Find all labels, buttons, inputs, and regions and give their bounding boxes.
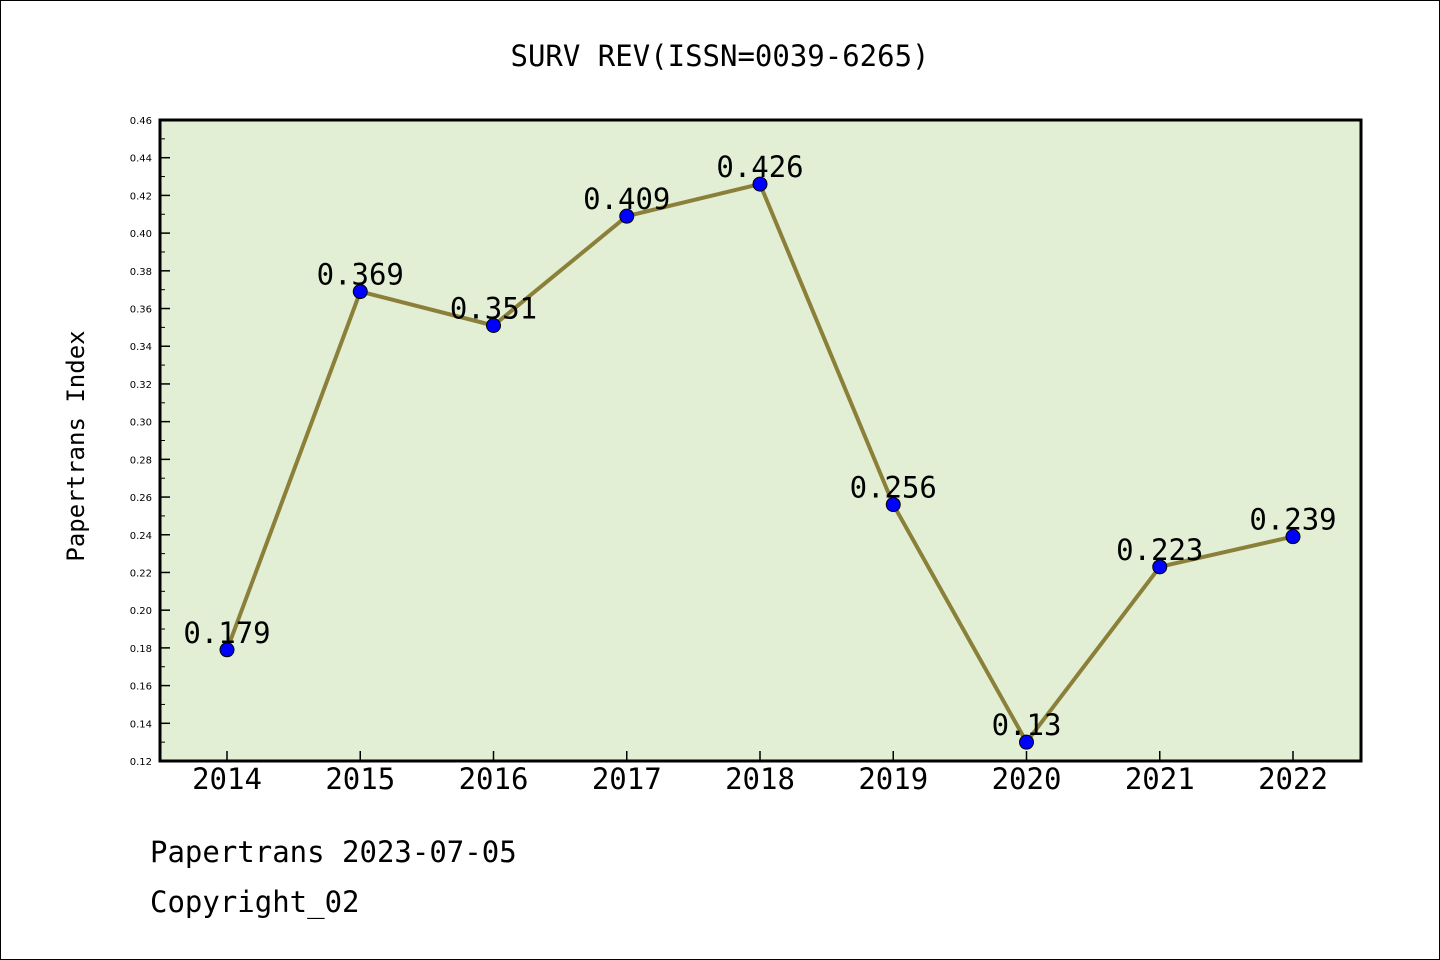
y-axis: 0.12 0.14 0.16 0.18 0.20 0.22 0.24 0.26 0.28 0.30…: [130, 116, 170, 768]
y-tick-label: 0.28: [130, 455, 152, 466]
y-tick-label: 0.42: [130, 191, 152, 202]
x-tick-label: 2021: [1125, 762, 1195, 796]
x-tick-label: 2022: [1258, 762, 1328, 796]
x-tick-label: 2017: [592, 762, 662, 796]
y-tick-label: 0.40: [130, 229, 152, 240]
y-tick-label: 0.14: [130, 719, 152, 730]
y-tick-label: 0.44: [130, 154, 152, 165]
x-tick-label: 2015: [325, 762, 395, 796]
data-label: 0.426: [716, 150, 803, 184]
x-tick-label: 2014: [192, 762, 262, 796]
y-tick-label: 0.30: [130, 418, 152, 429]
y-axis-label: Papertrans Index: [62, 330, 90, 561]
y-tick-label: 0.46: [130, 116, 152, 127]
data-label: 0.223: [1116, 533, 1203, 567]
data-point: [1019, 734, 1034, 750]
y-tick-label: 0.26: [130, 493, 152, 504]
data-label: 0.369: [317, 258, 404, 292]
y-tick-label: 0.18: [130, 644, 152, 655]
x-tick-label: 2018: [725, 762, 795, 796]
y-tick-label: 0.36: [130, 305, 152, 316]
y-tick-label: 0.38: [130, 267, 152, 278]
data-point: [1285, 529, 1301, 545]
y-tick-label: 0.20: [130, 606, 152, 617]
y-tick-label: 0.24: [130, 531, 152, 542]
footer-date: Papertrans 2023-07-05: [150, 835, 517, 869]
footer-copyright: Copyright_02: [150, 885, 360, 919]
data-point: [219, 642, 235, 658]
data-label: 0.351: [450, 291, 537, 325]
chart-title: SURV REV(ISSN=0039-6265): [510, 39, 929, 73]
x-tick-label: 2019: [858, 762, 928, 796]
data-label: 0.256: [850, 471, 937, 505]
y-tick-label: 0.34: [130, 342, 152, 353]
series-group: 0.179 0.369 0.351 0.409 0.426 0.256 0.13 0.223 0…: [183, 150, 1337, 750]
x-axis: 2014 2015 2016 2017 2018 2019 2020 2021 2022: [192, 751, 1328, 796]
x-tick-label: 2016: [459, 762, 529, 796]
data-point: [352, 284, 368, 300]
y-tick-label: 0.32: [130, 380, 152, 391]
data-label: 0.239: [1249, 503, 1336, 537]
data-point: [752, 176, 768, 192]
data-label: 0.179: [183, 616, 270, 650]
x-tick-label: 2020: [992, 762, 1062, 796]
plot-area: [158, 118, 1363, 763]
data-point: [486, 317, 501, 333]
y-tick-label: 0.16: [130, 682, 152, 693]
y-tick-label: 0.12: [130, 757, 152, 768]
data-point: [885, 497, 901, 513]
y-tick-label: 0.22: [130, 568, 152, 579]
data-point: [1152, 559, 1168, 575]
data-label: 0.13: [992, 708, 1062, 742]
data-label: 0.409: [583, 182, 670, 216]
data-point: [619, 208, 635, 224]
